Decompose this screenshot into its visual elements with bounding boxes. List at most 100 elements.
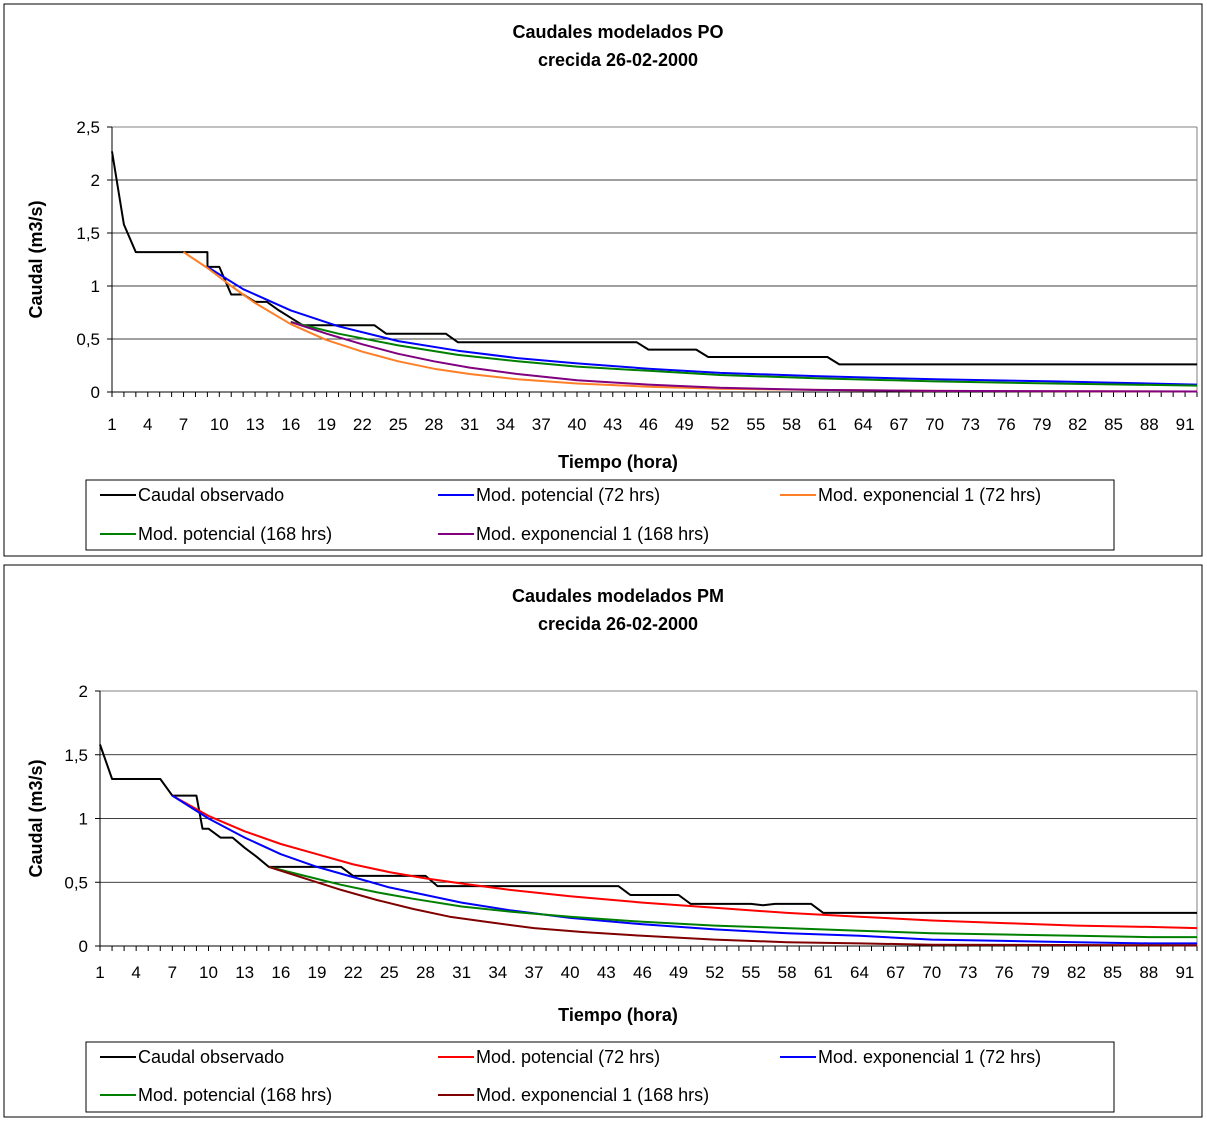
x-tick-label: 70	[925, 415, 944, 434]
legend-label: Mod. potencial (72 hrs)	[476, 485, 660, 505]
chart-frame	[3, 564, 1203, 1118]
x-tick-label: 73	[958, 963, 977, 982]
x-tick-label: 52	[705, 963, 724, 982]
legend-label: Mod. potencial (168 hrs)	[138, 1085, 332, 1105]
x-tick-label: 40	[568, 415, 587, 434]
x-tick-label: 7	[168, 963, 177, 982]
chart-frame	[3, 3, 1203, 557]
legend-label: Mod. exponencial 1 (72 hrs)	[818, 485, 1041, 505]
y-axis-title: Caudal (m3/s)	[26, 759, 46, 877]
x-tick-label: 73	[961, 415, 980, 434]
x-tick-label: 91	[1176, 415, 1195, 434]
y-tick-label: 0,5	[76, 330, 100, 349]
x-tick-label: 16	[271, 963, 290, 982]
x-tick-label: 4	[131, 963, 140, 982]
x-tick-label: 58	[778, 963, 797, 982]
x-tick-label: 4	[143, 415, 152, 434]
legend-label: Mod. exponencial 1 (72 hrs)	[818, 1047, 1041, 1067]
y-tick-label: 1,5	[76, 224, 100, 243]
x-tick-label: 34	[488, 963, 507, 982]
legend-label: Caudal observado	[138, 485, 284, 505]
series-line-3	[290, 321, 1198, 387]
x-tick-label: 79	[1033, 415, 1052, 434]
y-tick-label: 1	[91, 277, 100, 296]
x-tick-label: 64	[850, 963, 869, 982]
chart-title-line: crecida 26-02-2000	[538, 614, 698, 634]
x-tick-label: 46	[633, 963, 652, 982]
x-tick-label: 70	[922, 963, 941, 982]
x-tick-label: 1	[107, 415, 116, 434]
chart-title-line: Caudales modelados PM	[512, 586, 724, 606]
x-tick-label: 10	[210, 415, 229, 434]
legend-label: Mod. exponencial 1 (168 hrs)	[476, 1085, 709, 1105]
chart-pm: Caudales modelados PM crecida 26-02-2000 0…	[3, 564, 1203, 1118]
legend-label: Mod. exponencial 1 (168 hrs)	[476, 524, 709, 544]
x-tick-label: 49	[669, 963, 688, 982]
legend-label: Caudal observado	[138, 1047, 284, 1067]
x-tick-label: 7	[179, 415, 188, 434]
x-tick-label: 37	[525, 963, 544, 982]
x-tick-label: 40	[561, 963, 580, 982]
x-tick-label: 13	[235, 963, 254, 982]
chart-title-line: Caudales modelados PO	[512, 22, 723, 42]
x-tick-label: 34	[496, 415, 515, 434]
y-tick-label: 0	[91, 383, 100, 402]
series-line-4	[268, 865, 1198, 947]
x-tick-label: 49	[675, 415, 694, 434]
series-line-3	[268, 865, 1197, 939]
x-tick-label: 25	[380, 963, 399, 982]
x-tick-label: 19	[308, 963, 327, 982]
x-tick-label: 16	[281, 415, 300, 434]
x-tick-label: 31	[460, 415, 479, 434]
x-tick-label: 31	[452, 963, 471, 982]
x-tick-label: 82	[1068, 415, 1087, 434]
x-tick-label: 28	[424, 415, 443, 434]
x-tick-label: 1	[95, 963, 104, 982]
series-line-0	[111, 151, 1197, 366]
x-tick-label: 43	[603, 415, 622, 434]
x-tick-label: 19	[317, 415, 336, 434]
x-tick-label: 55	[746, 415, 765, 434]
legend-label: Mod. potencial (168 hrs)	[138, 524, 332, 544]
x-tick-label: 91	[1175, 963, 1194, 982]
chart-title-line: crecida 26-02-2000	[538, 50, 698, 70]
x-axis-title: Tiempo (hora)	[558, 452, 678, 472]
x-tick-label: 55	[742, 963, 761, 982]
x-tick-label: 88	[1139, 963, 1158, 982]
x-tick-label: 13	[246, 415, 265, 434]
x-tick-label: 28	[416, 963, 435, 982]
y-tick-label: 0	[79, 937, 88, 956]
x-tick-label: 58	[782, 415, 801, 434]
x-axis-title: Tiempo (hora)	[558, 1005, 678, 1025]
x-tick-label: 52	[711, 415, 730, 434]
legend-label: Mod. potencial (72 hrs)	[476, 1047, 660, 1067]
legend-box	[85, 479, 1115, 551]
series-line-1	[171, 794, 1198, 930]
x-tick-label: 79	[1031, 963, 1050, 982]
x-tick-label: 46	[639, 415, 658, 434]
x-tick-label: 85	[1104, 415, 1123, 434]
x-tick-label: 67	[889, 415, 908, 434]
y-tick-label: 2	[91, 171, 100, 190]
x-tick-label: 76	[995, 963, 1014, 982]
y-tick-label: 2,5	[76, 118, 100, 137]
x-tick-label: 76	[997, 415, 1016, 434]
x-tick-label: 61	[818, 415, 837, 434]
legend-box	[85, 1041, 1115, 1113]
x-tick-label: 61	[814, 963, 833, 982]
x-tick-label: 88	[1140, 415, 1159, 434]
x-tick-label: 10	[199, 963, 218, 982]
x-tick-label: 64	[854, 415, 873, 434]
y-tick-label: 1,5	[64, 746, 88, 765]
x-tick-label: 22	[353, 415, 372, 434]
x-tick-label: 82	[1067, 963, 1086, 982]
series-line-4	[290, 321, 1198, 393]
x-tick-label: 67	[886, 963, 905, 982]
y-axis-title: Caudal (m3/s)	[26, 200, 46, 318]
x-tick-label: 22	[344, 963, 363, 982]
y-tick-label: 0,5	[64, 873, 88, 892]
y-tick-label: 2	[79, 682, 88, 701]
series-line-1	[206, 266, 1198, 386]
series-line-0	[99, 744, 1197, 914]
x-tick-label: 37	[532, 415, 551, 434]
